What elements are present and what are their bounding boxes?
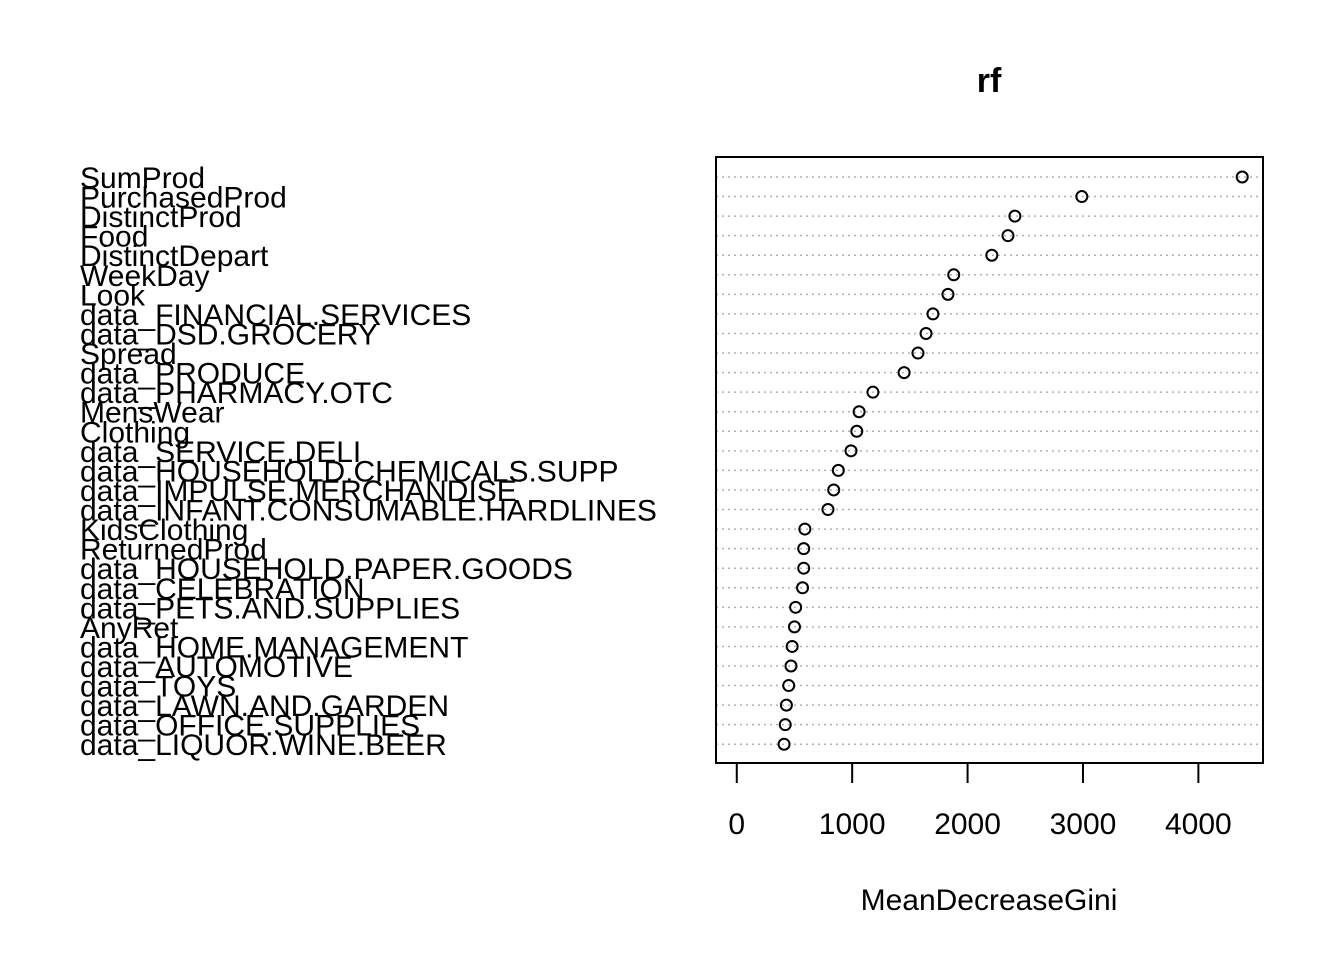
category-label: Food — [80, 221, 148, 254]
data-point — [787, 620, 801, 634]
data-point — [897, 366, 911, 380]
data-point — [985, 248, 999, 262]
category-label: data_PRODUCE — [80, 358, 305, 391]
data-point — [785, 639, 799, 653]
data-point — [1075, 190, 1089, 204]
category-label: data_LAWN.AND.GARDEN — [80, 690, 449, 723]
category-label: data_LIQUOR.WINE.BEER — [80, 729, 447, 762]
x-tick-label: 3000 — [1050, 808, 1117, 841]
data-point — [821, 503, 835, 517]
category-label: Clothing — [80, 416, 190, 449]
category-label: PurchasedProd — [80, 182, 287, 215]
category-label: ReturnedProd — [80, 534, 267, 567]
category-label: data_DSD.GROCERY — [80, 318, 378, 351]
data-point — [947, 268, 961, 282]
data-point — [911, 346, 925, 360]
category-label: data_HOUSEHOLD.PAPER.GOODS — [80, 553, 573, 586]
x-axis-label: MeanDecreaseGini — [861, 884, 1118, 917]
category-label: data_HOME.MANAGEMENT — [80, 631, 468, 664]
data-point — [779, 698, 793, 712]
data-point — [926, 307, 940, 321]
data-point — [797, 561, 811, 575]
data-point — [778, 718, 792, 732]
category-label: data_PHARMACY.OTC — [80, 377, 393, 410]
category-label: WeekDay — [80, 260, 210, 293]
category-label: data_PETS.AND.SUPPLIES — [80, 592, 460, 625]
category-label: DistinctProd — [80, 201, 242, 234]
data-point — [1235, 170, 1249, 184]
category-label: data_CELEBRATION — [80, 573, 365, 606]
category-label: KidsClothing — [80, 514, 248, 547]
category-label: data_FINANCIAL.SERVICES — [80, 299, 471, 332]
x-axis: 0 1000 2000 3000 4000 — [728, 762, 1232, 841]
data-point — [852, 405, 866, 419]
category-label: Look — [80, 279, 146, 312]
category-label: DistinctDepart — [80, 240, 269, 273]
category-label: AnyRet — [80, 612, 179, 645]
data-point — [782, 679, 796, 693]
data-point — [796, 581, 810, 595]
category-label: data_AUTOMOTIVE — [80, 651, 353, 684]
data-point — [844, 444, 858, 458]
grid-lines — [716, 176, 1263, 745]
category-label: data_INFANT.CONSUMABLE.HARDLINES — [80, 495, 657, 528]
data-point — [866, 385, 880, 399]
x-tick-label: 1000 — [819, 808, 886, 841]
category-labels: SumProdPurchasedProdDistinctProdFoodDist… — [80, 162, 657, 762]
data-point — [1001, 229, 1015, 243]
data-point — [919, 326, 933, 340]
data-point — [798, 522, 812, 536]
category-label: data_OFFICE.SUPPLIES — [80, 710, 420, 743]
data-point — [1008, 209, 1022, 223]
category-label: data_TOYS — [80, 671, 236, 704]
data-point — [784, 659, 798, 673]
x-tick-label: 2000 — [934, 808, 1001, 841]
plot-frame — [715, 156, 1264, 764]
category-label: SumProd — [80, 162, 205, 195]
x-tick-label: 0 — [728, 808, 745, 841]
data-point — [831, 463, 845, 477]
category-label: data_HOUSEHOLD.CHEMICALS.SUPP — [80, 455, 619, 488]
category-label: data_IMPULSE.MERCHANDISE — [80, 475, 517, 508]
chart-title: rf — [977, 62, 1002, 100]
data-point — [797, 542, 811, 556]
data-point — [777, 737, 791, 751]
category-label: data_SERVICE.DELI — [80, 436, 361, 469]
data-point — [789, 600, 803, 614]
category-label: Spread — [80, 338, 177, 371]
data-point — [941, 287, 955, 301]
data-point — [827, 483, 841, 497]
data-point — [850, 424, 864, 438]
x-tick-label: 4000 — [1165, 808, 1232, 841]
data-points — [777, 170, 1249, 751]
category-label: MensWear — [80, 397, 225, 430]
